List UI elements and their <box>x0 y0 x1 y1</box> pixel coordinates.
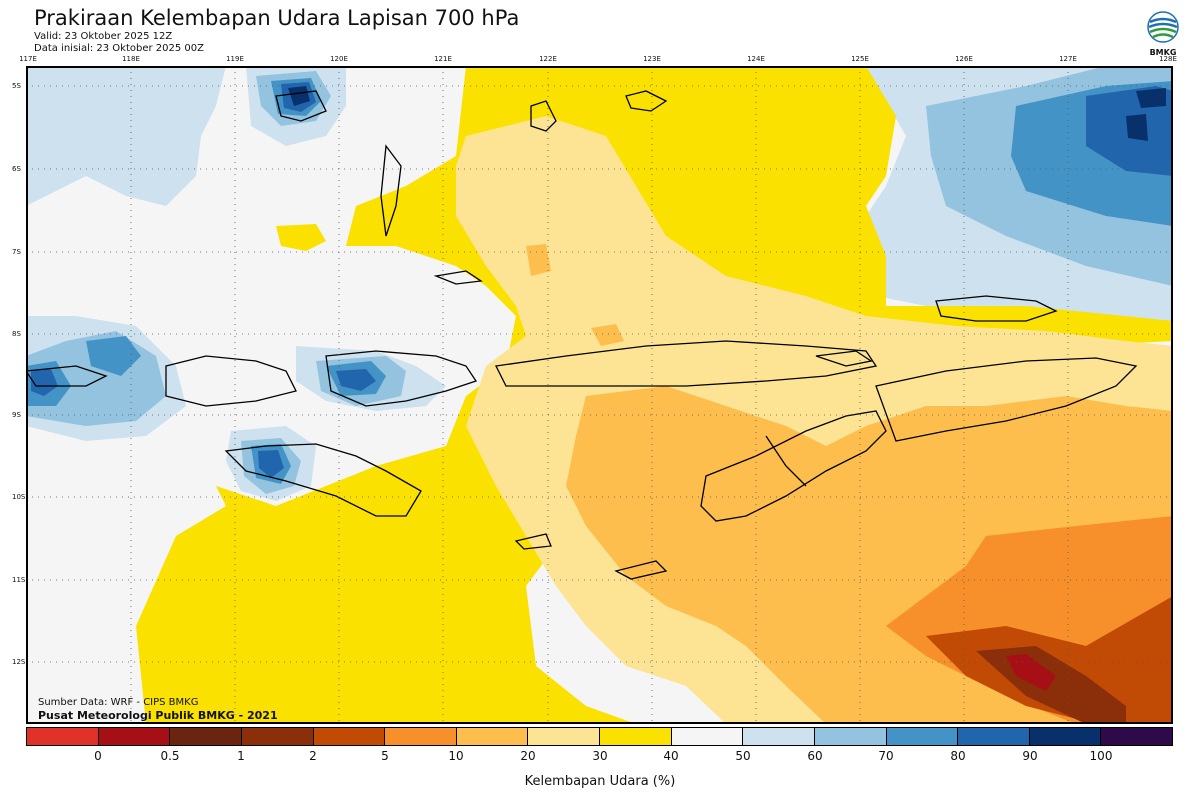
colorbar-tick: 0 <box>94 749 102 763</box>
colorbar-tick: 1 <box>237 749 245 763</box>
humidity-80-90-sumbawa <box>336 369 376 391</box>
colorbar-segment <box>671 728 744 745</box>
credit-text: Pusat Meteorologi Publik BMKG - 2021 <box>38 709 278 722</box>
humidity-10-20-islet2 <box>591 324 624 346</box>
humidity-70-80-west2 <box>86 336 141 376</box>
colorbar-segment <box>528 728 600 745</box>
wetar-island <box>935 295 1058 322</box>
colorbar-tick: 30 <box>592 749 608 763</box>
lat-label: 5S <box>12 82 21 90</box>
lon-label: 119E <box>226 55 244 63</box>
coastlines <box>26 90 1138 580</box>
colorbar-segment <box>385 728 457 745</box>
colorbar-segment <box>743 728 815 745</box>
lat-label: 7S <box>12 248 21 256</box>
colorbar-tick: 5 <box>381 749 389 763</box>
colorbar-segment <box>600 728 672 745</box>
sumba-island <box>224 443 422 517</box>
logo-text: BMKG <box>1150 48 1177 57</box>
lon-label: 121E <box>434 55 452 63</box>
lon-label: 124E <box>747 55 765 63</box>
colorbar-segment <box>170 728 242 745</box>
humidity-90-100-northeast2 <box>1126 114 1148 141</box>
colorbar-segment <box>886 728 959 745</box>
humidity-0-0.5-core <box>1006 654 1056 691</box>
map-frame <box>26 66 1173 724</box>
humidity-90-100-north <box>288 86 310 106</box>
lat-label: 6S <box>12 165 21 173</box>
initial-time: Data inisial: 23 Oktober 2025 00Z <box>34 43 204 54</box>
alor-island <box>815 350 873 367</box>
valid-time: Valid: 23 Oktober 2025 12Z <box>34 31 173 42</box>
colorbar-title: Kelembapan Udara (%) <box>524 774 676 789</box>
colorbar-tick: 10 <box>448 749 464 763</box>
banda-isle <box>625 90 668 112</box>
colorbar-tick: 60 <box>807 749 823 763</box>
madura-islet <box>433 270 483 285</box>
west-bali <box>26 365 108 387</box>
lon-label: 118E <box>122 55 140 63</box>
colorbar-segment <box>98 728 171 745</box>
colorbar-tick: 50 <box>735 749 751 763</box>
timor-border <box>765 435 807 487</box>
colorbar-segment <box>814 728 887 745</box>
selayar-island <box>530 100 557 132</box>
colorbar-segment <box>241 728 314 745</box>
chart-title: Prakiraan Kelembapan Udara Lapisan 700 h… <box>34 6 520 30</box>
colorbar-segment <box>1029 728 1102 745</box>
colorbar-segment <box>456 728 529 745</box>
bmkg-logo-icon: BMKG <box>1146 10 1180 58</box>
colorbar-tick: 90 <box>1022 749 1038 763</box>
humidity-80-90-west <box>31 369 58 396</box>
lat-label: 9S <box>12 411 21 419</box>
sumbawa-island <box>325 350 478 407</box>
colorbar-segment <box>958 728 1030 745</box>
rote-island <box>614 560 668 580</box>
colorbar-tick: 100 <box>1089 749 1113 763</box>
lon-label: 120E <box>330 55 348 63</box>
colorbar-segment <box>1101 728 1172 745</box>
lon-label: 128E <box>1159 55 1177 63</box>
lesser-islets <box>275 90 327 122</box>
sulawesi-south <box>380 144 402 237</box>
colorbar-tick: 2 <box>309 749 317 763</box>
humidity-map <box>26 66 1173 724</box>
colorbar-tick: 40 <box>663 749 679 763</box>
colorbar <box>26 727 1173 746</box>
humidity-90-100-northeast1 <box>1136 88 1166 108</box>
humidity-30-40-patch <box>276 224 326 251</box>
colorbar-tick: 20 <box>520 749 536 763</box>
humidity-80-90-sumba <box>258 450 284 478</box>
lon-label: 125E <box>851 55 869 63</box>
savu-island <box>514 533 552 550</box>
colorbar-segment <box>27 728 99 745</box>
humidity-10-20-islet <box>526 244 551 276</box>
lon-label: 117E <box>19 55 37 63</box>
lat-label: 12S <box>12 658 26 666</box>
lon-label: 123E <box>643 55 661 63</box>
lat-label: 10S <box>12 493 26 501</box>
timor-island <box>700 410 887 522</box>
lon-label: 126E <box>955 55 973 63</box>
colorbar-tick: 70 <box>878 749 894 763</box>
colorbar-segment <box>313 728 386 745</box>
lon-label: 127E <box>1059 55 1077 63</box>
humidity-50-60-west <box>26 66 226 206</box>
lombok-island <box>165 355 297 407</box>
lon-label: 122E <box>539 55 557 63</box>
lat-label: 8S <box>12 330 21 338</box>
data-source: Sumber Data: WRF - CIPS BMKG <box>38 697 199 708</box>
colorbar-tick: 80 <box>950 749 966 763</box>
australia-coast-line <box>875 357 1138 442</box>
lat-label: 11S <box>12 576 26 584</box>
colorbar-tick: 0.5 <box>160 749 180 763</box>
flores-island <box>495 340 878 387</box>
